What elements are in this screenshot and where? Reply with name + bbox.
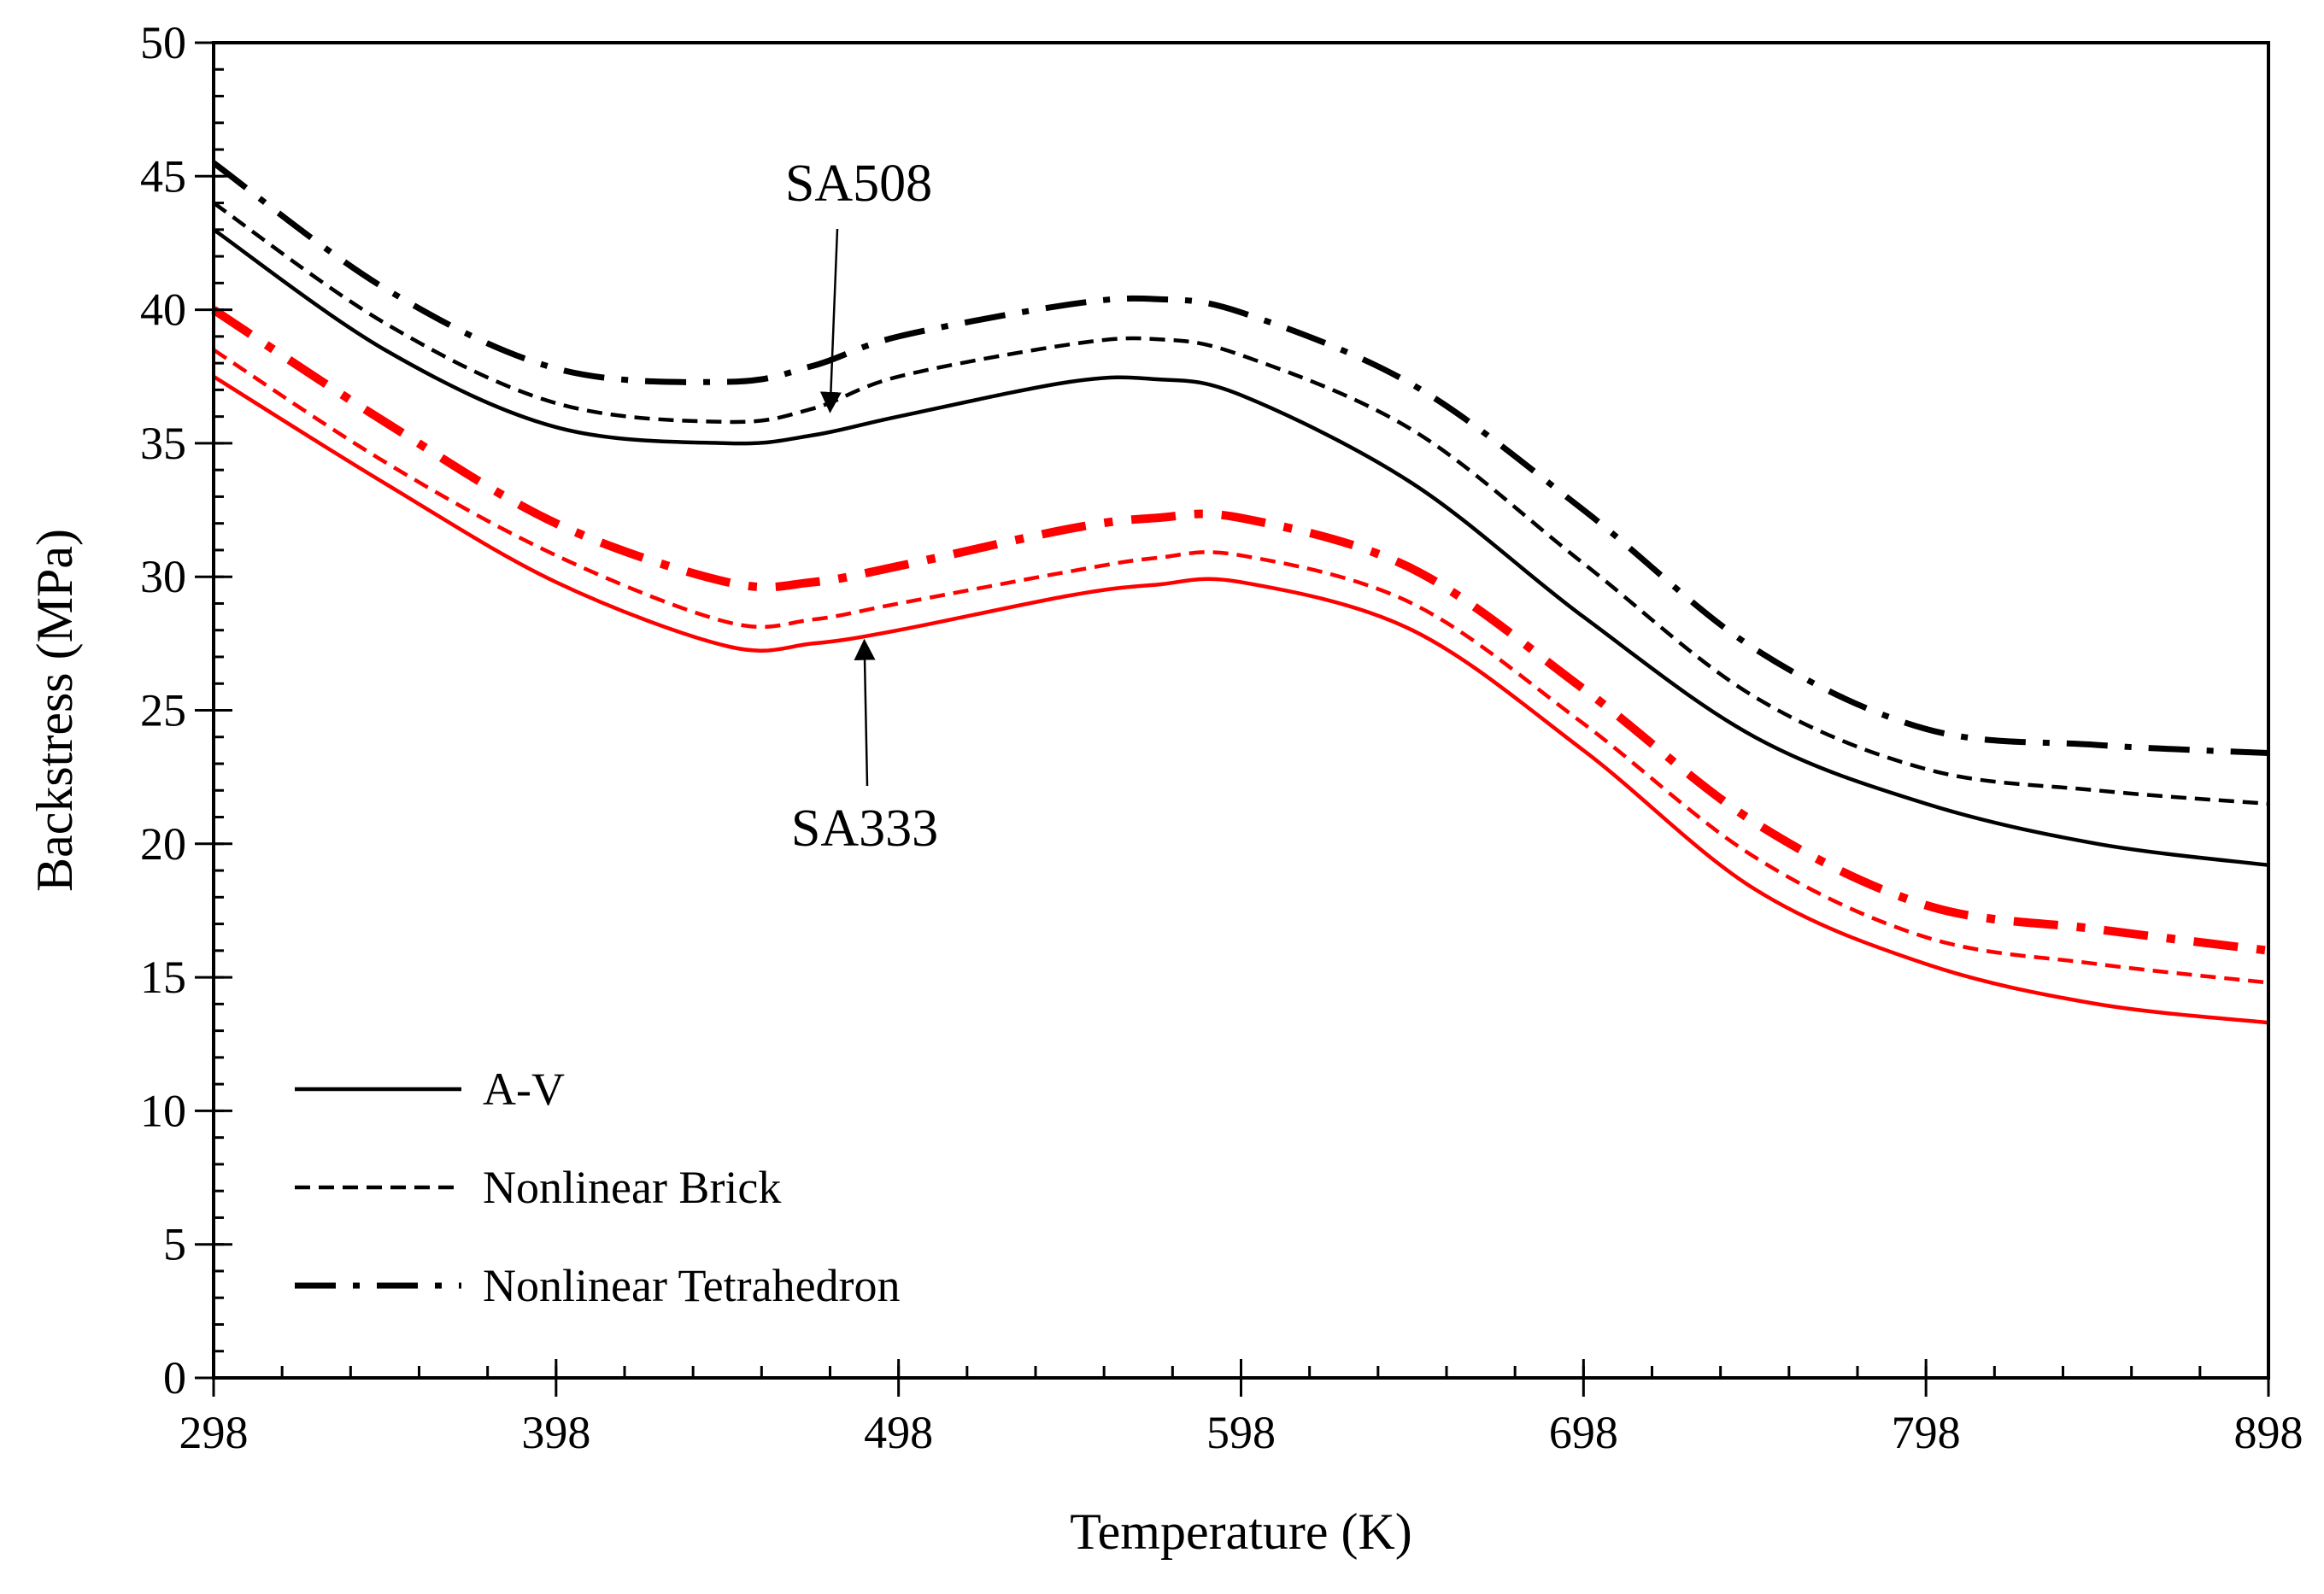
- y-tick-label: 25: [140, 685, 186, 736]
- x-tick-label: 398: [521, 1407, 590, 1458]
- ticks-layer: 0 5 10 15 20 25 30 35 40 45 50 298 398 498 598 698 798 89…: [140, 17, 2303, 1458]
- series-sa508-nonlinear-brick: [212, 201, 2269, 806]
- annotation-arrow-sa508: [819, 228, 842, 413]
- x-tick-label: 898: [2234, 1407, 2303, 1458]
- legend: A-V Nonlinear Brick Nonlinear Tetrahedron: [295, 1064, 901, 1311]
- y-tick-label: 30: [140, 551, 186, 602]
- y-tick-label: 35: [140, 418, 186, 469]
- x-tick-label: 598: [1206, 1407, 1276, 1458]
- annotation-sa508: SA508: [785, 155, 932, 213]
- annotation-sa333: SA333: [791, 800, 938, 858]
- x-tick-label: 298: [179, 1407, 249, 1458]
- x-axis-title: Temperature (K): [1070, 1503, 1412, 1560]
- series-layer: [211, 160, 2269, 1025]
- series-sa333-nonlinear-brick: [212, 348, 2269, 985]
- series-sa508-nonlinear-tetrahedron: [211, 160, 2269, 756]
- series-sa508-a-v: [212, 227, 2269, 868]
- x-tick-label: 698: [1549, 1407, 1618, 1458]
- x-tick-label: 798: [1892, 1407, 1961, 1458]
- legend-label-nonlinear-tetrahedron: Nonlinear Tetrahedron: [483, 1260, 901, 1311]
- legend-label-nonlinear-brick: Nonlinear Brick: [483, 1162, 781, 1213]
- y-tick-label: 15: [140, 952, 186, 1003]
- y-tick-label: 20: [140, 818, 186, 870]
- y-tick-label: 45: [140, 150, 186, 202]
- annotation-arrow-sa333: [854, 638, 876, 787]
- y-tick-label: 50: [140, 17, 186, 68]
- x-tick-label: 498: [864, 1407, 933, 1458]
- series-sa333-a-v: [212, 374, 2269, 1025]
- y-tick-label: 0: [163, 1352, 186, 1404]
- y-tick-label: 5: [163, 1219, 186, 1270]
- y-axis-title: Backstress (MPa): [26, 529, 83, 892]
- annotation-layer: SA508 SA333: [785, 155, 938, 858]
- legend-label-a-v: A-V: [483, 1064, 565, 1115]
- y-tick-label: 40: [140, 284, 186, 336]
- y-tick-label: 10: [140, 1085, 186, 1136]
